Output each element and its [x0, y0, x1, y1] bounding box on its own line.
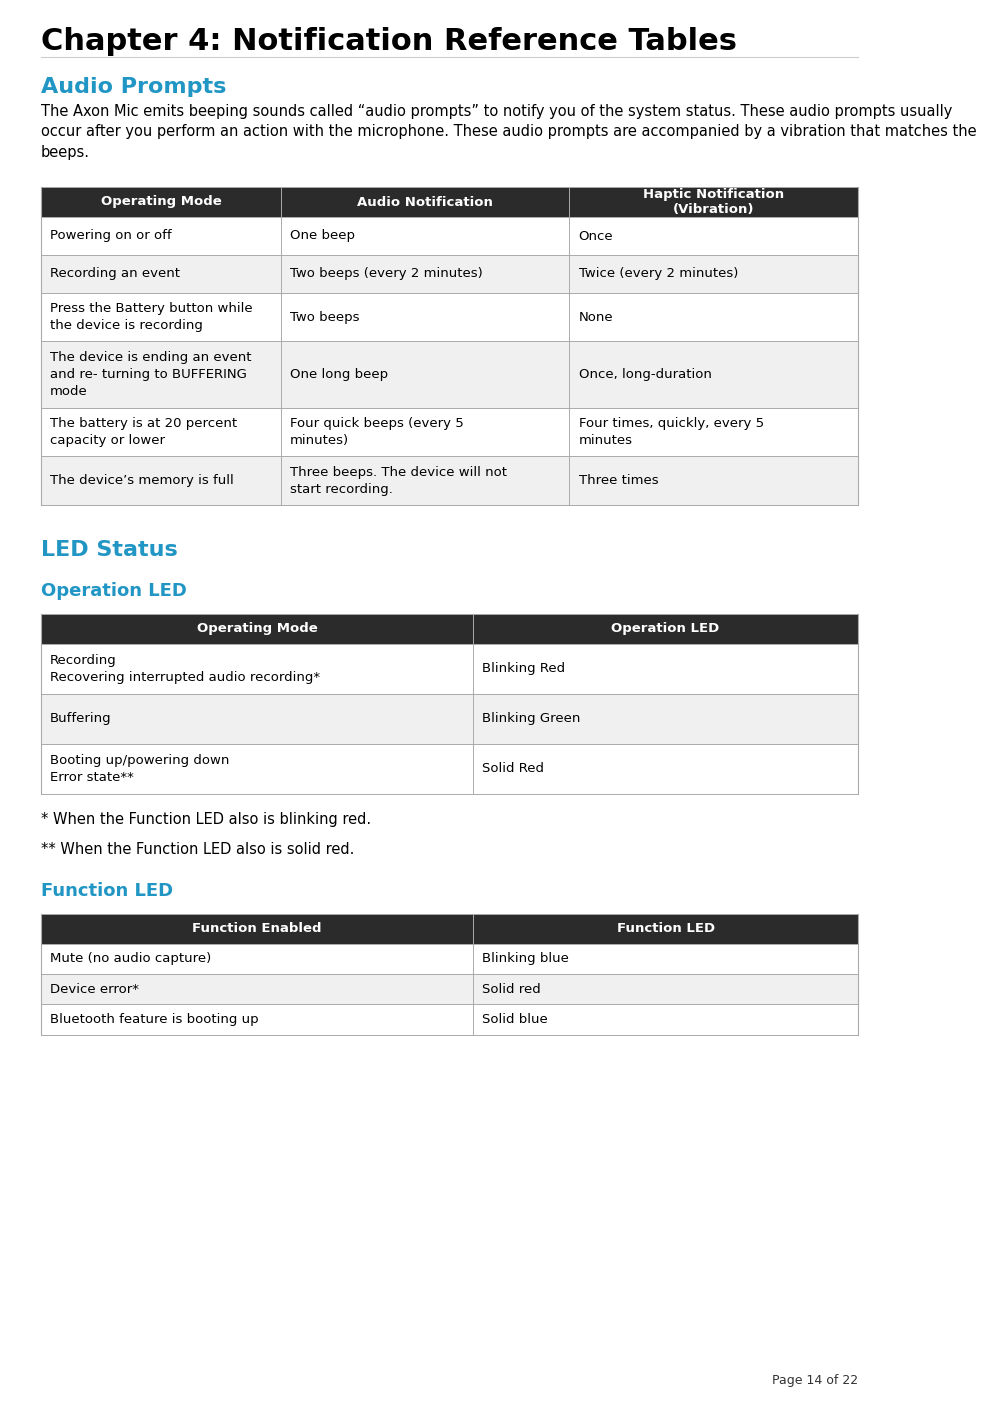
FancyBboxPatch shape [569, 256, 857, 294]
Text: Chapter 4: Notification Reference Tables: Chapter 4: Notification Reference Tables [40, 27, 737, 56]
Text: The Axon Mic emits beeping sounds called “audio prompts” to notify you of the sy: The Axon Mic emits beeping sounds called… [40, 104, 975, 160]
Text: Bluetooth feature is booting up: Bluetooth feature is booting up [50, 1012, 258, 1027]
FancyBboxPatch shape [40, 914, 473, 943]
Text: Blinking Green: Blinking Green [482, 713, 580, 726]
FancyBboxPatch shape [281, 217, 569, 256]
Text: Operation LED: Operation LED [40, 582, 186, 600]
FancyBboxPatch shape [281, 294, 569, 342]
Text: Audio Prompts: Audio Prompts [40, 78, 226, 97]
FancyBboxPatch shape [281, 256, 569, 294]
Text: None: None [578, 311, 612, 323]
FancyBboxPatch shape [569, 186, 857, 217]
Text: Page 14 of 22: Page 14 of 22 [771, 1374, 857, 1387]
FancyBboxPatch shape [40, 217, 281, 256]
FancyBboxPatch shape [281, 408, 569, 456]
FancyBboxPatch shape [281, 186, 569, 217]
FancyBboxPatch shape [40, 294, 281, 342]
FancyBboxPatch shape [569, 342, 857, 408]
FancyBboxPatch shape [569, 456, 857, 505]
FancyBboxPatch shape [40, 456, 281, 505]
Text: Operation LED: Operation LED [611, 623, 719, 635]
FancyBboxPatch shape [473, 914, 857, 943]
FancyBboxPatch shape [40, 342, 281, 408]
FancyBboxPatch shape [473, 744, 857, 794]
Text: Four quick beeps (every 5
minutes): Four quick beeps (every 5 minutes) [290, 418, 463, 448]
Text: The device is ending an event
and re- turning to BUFFERING
mode: The device is ending an event and re- tu… [50, 352, 251, 398]
Text: Function LED: Function LED [616, 922, 714, 935]
Text: ** When the Function LED also is solid red.: ** When the Function LED also is solid r… [40, 842, 354, 857]
FancyBboxPatch shape [473, 974, 857, 1004]
Text: Press the Battery button while
the device is recording: Press the Battery button while the devic… [50, 302, 252, 332]
FancyBboxPatch shape [40, 1004, 473, 1035]
Text: Operating Mode: Operating Mode [196, 623, 317, 635]
FancyBboxPatch shape [473, 644, 857, 693]
Text: Mute (no audio capture): Mute (no audio capture) [50, 953, 211, 966]
Text: Haptic Notification
(Vibration): Haptic Notification (Vibration) [643, 188, 784, 216]
Text: Two beeps (every 2 minutes): Two beeps (every 2 minutes) [290, 267, 482, 281]
Text: * When the Function LED also is blinking red.: * When the Function LED also is blinking… [40, 812, 371, 827]
FancyBboxPatch shape [40, 614, 473, 644]
Text: Four times, quickly, every 5
minutes: Four times, quickly, every 5 minutes [578, 418, 763, 448]
Text: Once: Once [578, 230, 612, 243]
Text: Operating Mode: Operating Mode [101, 195, 221, 209]
Text: One long beep: One long beep [290, 369, 387, 381]
Text: Function LED: Function LED [40, 882, 173, 899]
Text: The battery is at 20 percent
capacity or lower: The battery is at 20 percent capacity or… [50, 418, 237, 448]
Text: Device error*: Device error* [50, 983, 139, 995]
Text: Two beeps: Two beeps [290, 311, 359, 323]
Text: LED Status: LED Status [40, 539, 177, 561]
Text: Recording an event: Recording an event [50, 267, 179, 281]
Text: Blinking Red: Blinking Red [482, 662, 565, 675]
Text: Three times: Three times [578, 474, 658, 487]
FancyBboxPatch shape [40, 644, 473, 693]
FancyBboxPatch shape [473, 693, 857, 744]
FancyBboxPatch shape [40, 974, 473, 1004]
Text: Solid blue: Solid blue [482, 1012, 547, 1027]
Text: Solid red: Solid red [482, 983, 540, 995]
Text: Three beeps. The device will not
start recording.: Three beeps. The device will not start r… [290, 466, 507, 496]
Text: Powering on or off: Powering on or off [50, 230, 172, 243]
FancyBboxPatch shape [40, 186, 281, 217]
FancyBboxPatch shape [473, 943, 857, 974]
FancyBboxPatch shape [40, 744, 473, 794]
Text: Audio Notification: Audio Notification [357, 195, 493, 209]
Text: Blinking blue: Blinking blue [482, 953, 569, 966]
FancyBboxPatch shape [473, 1004, 857, 1035]
Text: The device’s memory is full: The device’s memory is full [50, 474, 234, 487]
Text: Solid Red: Solid Red [482, 762, 544, 775]
FancyBboxPatch shape [40, 256, 281, 294]
Text: Booting up/powering down
Error state**: Booting up/powering down Error state** [50, 754, 229, 784]
FancyBboxPatch shape [281, 456, 569, 505]
FancyBboxPatch shape [40, 408, 281, 456]
FancyBboxPatch shape [40, 943, 473, 974]
Text: Buffering: Buffering [50, 713, 111, 726]
Text: One beep: One beep [290, 230, 355, 243]
FancyBboxPatch shape [569, 294, 857, 342]
FancyBboxPatch shape [569, 408, 857, 456]
Text: Function Enabled: Function Enabled [192, 922, 321, 935]
FancyBboxPatch shape [569, 217, 857, 256]
FancyBboxPatch shape [40, 693, 473, 744]
FancyBboxPatch shape [281, 342, 569, 408]
Text: Once, long-duration: Once, long-duration [578, 369, 711, 381]
FancyBboxPatch shape [473, 614, 857, 644]
Text: Twice (every 2 minutes): Twice (every 2 minutes) [578, 267, 738, 281]
Text: Recording
Recovering interrupted audio recording*: Recording Recovering interrupted audio r… [50, 654, 319, 683]
